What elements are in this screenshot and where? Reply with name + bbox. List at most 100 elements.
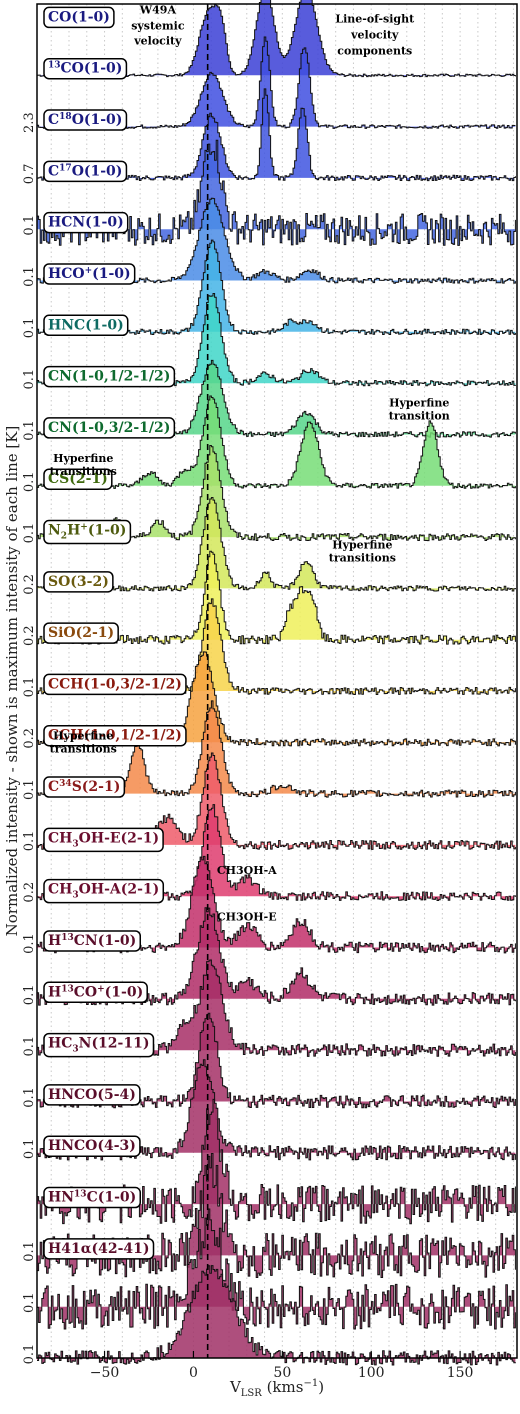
series-label: H13CN(1-0)	[43, 930, 141, 952]
series-label: H13CO+(1-0)	[43, 981, 148, 1004]
series-label: SO(3-2)	[43, 571, 114, 593]
series-label-text: CS(2-1)	[48, 471, 108, 487]
series-label-box	[43, 314, 129, 337]
series-label-box	[43, 1135, 141, 1157]
spectrum-fill	[37, 0, 516, 77]
series-label-box	[43, 622, 119, 644]
series-max-intensity: 0.1	[22, 779, 37, 800]
series-label: SiO(2-1)	[43, 622, 119, 644]
series-label-box	[43, 468, 113, 490]
series-label-text: CO(1-0)	[48, 9, 110, 25]
spectrum-line	[37, 497, 516, 592]
x-axis-label: VLSR (kms−1)	[229, 1378, 324, 1399]
series-label-box	[43, 776, 126, 798]
annotation: Hyperfine	[53, 452, 113, 465]
annotation: W49A	[139, 3, 177, 16]
annotation: velocity	[133, 34, 182, 47]
series-max-intensity: 0.1	[22, 215, 37, 236]
series-label: HCN(1-0)	[43, 211, 129, 234]
series-max-intensity: 0.1	[22, 523, 37, 544]
series-label: HNCO(4-3)	[43, 1135, 141, 1157]
annotation: CH3OH-E	[217, 911, 277, 924]
series-label: C18O(1-0)	[43, 109, 128, 131]
series-max-intensity: 2.3	[22, 112, 37, 133]
series-max-intensity: 0.1	[22, 1036, 37, 1057]
series-label: CS(2-1)	[43, 468, 113, 490]
spectrum-line	[37, 395, 516, 489]
series-max-intensity: 0.2	[22, 574, 37, 595]
series-label: CCH(1-0,3/2-1/2)	[43, 673, 187, 696]
series-label-text: C34S(2-1)	[48, 779, 120, 795]
x-tick-label: −50	[90, 1365, 120, 1381]
annotation: CH3OH-A	[217, 864, 277, 877]
series-label: CN(1-0,3/2-1/2)	[43, 417, 176, 439]
series-label-box	[43, 365, 176, 388]
series-max-intensity: 0.1	[22, 1241, 37, 1262]
series-label-text: HN13C(1-0)	[48, 1190, 136, 1206]
annotation: transitions	[50, 743, 117, 756]
annotation: Line-of-sight	[335, 12, 415, 25]
series-label-text: HCN(1-0)	[48, 215, 124, 231]
series-label: HNCO(5-4)	[43, 1084, 141, 1106]
series-label-box	[43, 930, 141, 952]
annotation: Hyperfine	[53, 730, 113, 743]
series-label-text: H41α(42-41)	[48, 1241, 150, 1257]
series-label: HNC(1-0)	[43, 314, 129, 337]
series-label: CH3OH-E(2-1)	[43, 827, 164, 853]
series-label: CCH(1-0,1/2-1/2)	[43, 724, 187, 747]
series-label: 13CO(1-0)	[43, 57, 128, 80]
spectrum-fill	[37, 1153, 516, 1278]
series-label-box	[43, 519, 132, 545]
series-label: N2H+(1-0)	[43, 519, 132, 545]
series-label-text: CH3OH-E(2-1)	[48, 830, 159, 849]
series-label-box	[43, 673, 187, 696]
series-label-box	[43, 263, 136, 285]
series-max-intensity: 0.1	[22, 1138, 37, 1159]
series-label-box	[43, 417, 176, 439]
series-label-box	[43, 981, 148, 1004]
series-max-intensity: 0.1	[22, 471, 37, 492]
series-label-text: HNCO(4-3)	[48, 1138, 136, 1154]
series-label: H41α(42-41)	[43, 1238, 155, 1260]
annotation: velocity	[350, 28, 399, 41]
series-label-text: SiO(2-1)	[48, 625, 114, 641]
series-label-text: SO(3-2)	[48, 574, 109, 590]
series-label-box	[43, 724, 187, 747]
annotation: components	[337, 44, 412, 57]
series-label-box	[43, 211, 129, 234]
series-label-box	[43, 1238, 155, 1260]
spectrum-line	[37, 1208, 516, 1330]
series-label-text: HNCO(5-4)	[48, 1087, 136, 1103]
series-label-box	[43, 827, 164, 853]
spectrum-line	[37, 1153, 516, 1278]
series-label: HCO+(1-0)	[43, 263, 136, 285]
annotation: transitions	[329, 551, 396, 564]
series-label-box	[43, 109, 128, 131]
series-label-text: CCH(1-0,3/2-1/2)	[48, 676, 182, 692]
series-label-text: CN(1-0,1/2-1/2)	[48, 369, 170, 385]
series-max-intensity: 0.1	[22, 1292, 37, 1313]
series-max-intensity: 0.1	[22, 318, 37, 339]
series-label-box	[43, 571, 114, 593]
annotation: systemic	[131, 19, 185, 32]
plot-frame	[36, 3, 518, 1359]
series-label: CH3OH-A(2-1)	[43, 878, 165, 904]
series-max-intensity: 0.2	[22, 625, 37, 646]
x-tick-label: 150	[447, 1365, 474, 1381]
series-label-box	[43, 6, 115, 29]
series-max-intensity: 0.1	[22, 369, 37, 390]
annotation: Hyperfine	[332, 538, 392, 551]
series-label-box	[43, 1084, 141, 1106]
annotation: transitions	[50, 465, 117, 478]
series-label-text: N2H+(1-0)	[48, 523, 126, 542]
series-label: CN(1-0,1/2-1/2)	[43, 365, 176, 388]
series-label: C34S(2-1)	[43, 776, 126, 798]
y-axis-label: Normalized intensity - shown is maximum …	[3, 426, 21, 937]
x-tick-label: 50	[273, 1365, 291, 1381]
series-max-intensity: 0.1	[22, 933, 37, 954]
x-tick-label: 0	[189, 1365, 198, 1381]
series-max-intensity: 0.2	[22, 728, 37, 749]
series-max-intensity: 0.1	[22, 677, 37, 698]
